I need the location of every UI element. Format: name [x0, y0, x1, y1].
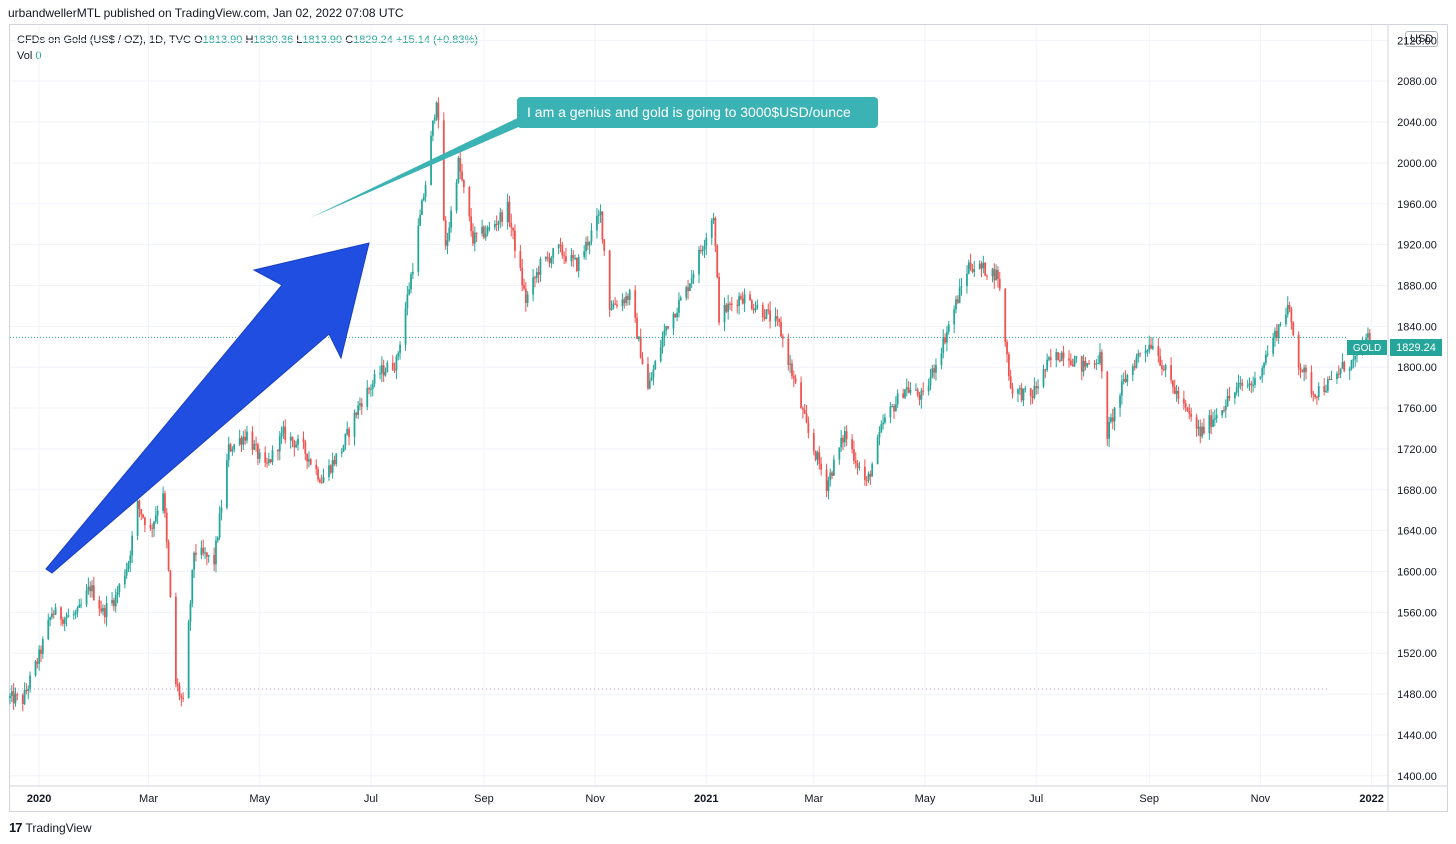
legend-open-label: O: [194, 34, 203, 46]
legend-vol-label: Vol: [17, 50, 33, 62]
legend-low: 1813.90: [302, 34, 343, 46]
legend-volume-row: Vol 0: [17, 48, 478, 64]
legend-vol: 0: [35, 50, 42, 62]
legend-close-label: C: [345, 34, 354, 46]
footer-brand[interactable]: TradingView: [25, 820, 92, 835]
footer: 17 TradingView: [9, 820, 92, 835]
tradingview-logo-icon[interactable]: 17: [9, 820, 23, 835]
legend-change: +15.14 (+0.83%): [395, 34, 478, 46]
currency-badge[interactable]: USD: [1405, 31, 1439, 47]
legend-close: 1829.24: [353, 34, 393, 46]
legend-high: 1830.36: [253, 34, 294, 46]
legend-ohlc-row: CFDs on Gold (US$ / OZ), 1D, TVC O1813.9…: [17, 32, 478, 48]
legend-open: 1813.90: [202, 34, 243, 46]
legend-symbol[interactable]: CFDs on Gold (US$ / OZ), 1D, TVC: [17, 34, 192, 46]
chart-frame: [9, 24, 1448, 812]
chart-legend: CFDs on Gold (US$ / OZ), 1D, TVC O1813.9…: [17, 32, 478, 64]
publish-header: urbandwellerMTL published on TradingView…: [8, 6, 404, 20]
